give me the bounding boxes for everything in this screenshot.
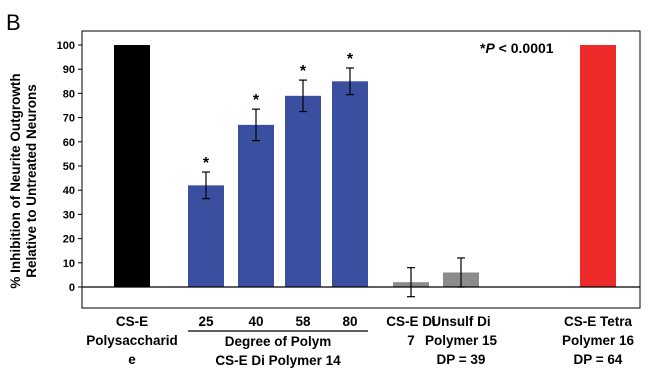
x-category-label: 7 <box>407 333 415 348</box>
dp-tick-label: 80 <box>342 314 357 329</box>
y-axis-title-line-1: % Inhibition of Neurite Outgrowth <box>8 73 23 288</box>
panel-label: B <box>6 10 21 35</box>
plot-frame <box>81 30 641 309</box>
x-category-label: CS-E Di <box>386 314 436 329</box>
bar <box>114 45 150 287</box>
x-category-label: Polysaccharid <box>86 333 178 348</box>
significance-star: * <box>300 63 307 80</box>
y-tick-label: 10 <box>63 258 75 270</box>
y-axis: 0 10 20 30 40 50 60 70 80 90 100 <box>57 40 82 294</box>
y-axis-title: % Inhibition of Neurite Outgrowth Relati… <box>8 73 39 288</box>
significance-threshold: < 0.0001 <box>495 40 554 56</box>
y-tick-label: 30 <box>63 209 75 221</box>
bar <box>285 95 321 287</box>
significance-star: * <box>347 51 354 68</box>
x-category-label: Polymer 15 <box>425 333 498 348</box>
bar <box>332 81 368 287</box>
y-tick-label: 50 <box>63 161 75 173</box>
x-category-label: CS-E Tetra <box>564 314 633 329</box>
x-category-label: e <box>128 352 136 367</box>
y-tick-label: 100 <box>57 40 75 52</box>
significance-star: * <box>480 40 486 56</box>
significance-p: P <box>485 40 495 56</box>
dp-tick-label: 25 <box>198 314 214 329</box>
y-tick-label: 70 <box>63 113 75 125</box>
dp-group-title: Degree of Polym <box>225 334 332 349</box>
x-axis-labels: CS-E Polysaccharid e CS-E Di 7 Unsulf Di Polym… <box>86 314 634 368</box>
y-tick-label: 60 <box>63 137 75 149</box>
y-tick-label: 90 <box>63 64 75 76</box>
dp-tick-label: 40 <box>248 314 263 329</box>
x-category-label: CS-E <box>116 314 148 329</box>
significance-note: *P < 0.0001 <box>480 40 554 56</box>
y-tick-label: 80 <box>63 88 75 100</box>
bar <box>238 124 274 287</box>
significance-star: * <box>203 155 210 172</box>
dp-tick-label: 58 <box>295 314 311 329</box>
y-tick-label: 0 <box>69 282 75 294</box>
x-category-label: Polymer 16 <box>562 333 635 348</box>
significance-stars: * * * * <box>203 51 354 172</box>
y-tick-label: 40 <box>63 185 75 197</box>
y-axis-title-line-2: Relative to Untreated Neurons <box>24 84 39 278</box>
x-category-label: Unsulf Di <box>431 314 490 329</box>
dp-group-title: CS-E Di Polymer 14 <box>215 353 341 368</box>
significance-star: * <box>253 92 260 109</box>
bars <box>114 45 616 287</box>
bar <box>580 45 616 287</box>
x-category-label: DP = 64 <box>574 352 623 367</box>
bar <box>188 185 224 287</box>
y-tick-label: 20 <box>63 234 75 246</box>
x-category-label: DP = 39 <box>437 352 486 367</box>
